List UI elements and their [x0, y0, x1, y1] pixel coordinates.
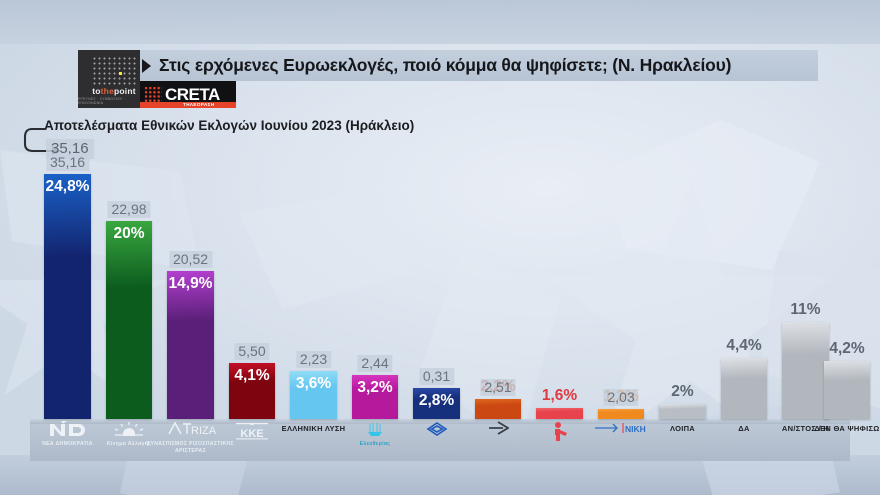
axis-label-δα: ΔΑ — [738, 424, 750, 433]
axis-label-ελληνικη-λυση: ΕΛΛΗΝΙΚΗ ΛΥΣΗ — [281, 424, 346, 433]
bar-value-label: 3,2% — [357, 379, 393, 396]
bar-value-label: 4,2% — [829, 340, 865, 357]
previous-result-label: 2,23 — [295, 351, 332, 368]
kke-logo: ΚΚΕ — [212, 421, 292, 446]
bar-group: 4,2% — [824, 340, 870, 419]
syriza-logo: RIZA — [151, 421, 231, 442]
bar-group: 4,4% — [721, 337, 767, 419]
pasok-logo — [89, 421, 169, 441]
bar[interactable]: 1,3% — [598, 388, 644, 419]
svg-text:RIZA: RIZA — [191, 425, 217, 437]
bar-value-label: 24,8% — [45, 178, 90, 195]
bar-value-label: 2,8% — [418, 392, 455, 409]
bar-group: 2,2%2,51 — [475, 378, 521, 419]
ttp-word-to: to — [92, 86, 101, 96]
previous-result-label: 0,31 — [418, 368, 455, 385]
previous-result-label: 2,44 — [357, 355, 393, 372]
bar[interactable]: 11% — [782, 301, 829, 419]
bar-value-label: 1,6% — [541, 387, 578, 404]
creta-dots-icon — [144, 85, 162, 104]
bar[interactable]: 4,1% — [229, 363, 275, 419]
svg-text:ΚΚΕ: ΚΚΕ — [240, 428, 263, 440]
bar-group: 1,3%2,03 — [598, 388, 644, 419]
party-logo-subtitle: ΝΕΑ ΔΗΜΟΚΡΑΤΙΑ — [42, 441, 93, 447]
bar[interactable]: 4,2% — [824, 340, 870, 419]
bar-group: 24,8% 35,16 — [44, 154, 91, 419]
bar-group: 3,6% 2,23 — [290, 351, 337, 419]
bar[interactable]: 24,8% — [44, 174, 91, 419]
previous-result-label: 2,03 — [603, 389, 639, 406]
dot-grid-icon — [92, 56, 136, 86]
bar[interactable]: 1,6% — [536, 387, 583, 419]
bar[interactable]: 3,2% — [352, 375, 398, 419]
previous-result-label: 20,52 — [168, 251, 213, 268]
previous-result-label: 2,51 — [480, 379, 516, 396]
axis-label-αν-στος-η: ΑΝ/ΣΤΟΣ / Η — [781, 424, 830, 433]
bar-group: 2,8% 0,31 — [413, 368, 460, 419]
bar[interactable]: 14,9% — [167, 271, 214, 419]
bar-value-label: 20% — [113, 225, 145, 242]
bar-value-label: 14,9% — [168, 275, 213, 292]
tothepoint-wordmark: tothepoint — [92, 86, 136, 96]
bar[interactable]: 20% — [106, 221, 152, 419]
plefsi-eleftherias-logo — [335, 421, 415, 444]
bar-group: 4,1% 5,50 — [229, 343, 275, 419]
bar-group: 2% — [659, 383, 706, 419]
bar-group: 20% 22,98 — [106, 201, 152, 419]
bar[interactable]: 2% — [659, 383, 706, 419]
creta-wordmark: CRETA — [165, 85, 220, 104]
bar[interactable]: 4,4% — [721, 337, 767, 419]
bar-value-label: 4,1% — [234, 367, 270, 384]
niki-logo: ΝΙΚΗ — [581, 421, 661, 440]
creta-subtitle: ΤΗΛΕΟΡΑΣΗ — [183, 101, 215, 107]
previous-result-label: 35,16 — [45, 154, 90, 171]
bar-value-label: 4,4% — [726, 337, 762, 354]
axis-label-λοιπα: ΛΟΙΠΑ — [669, 424, 696, 433]
title-bar: Στις ερχόμενες Ευρωεκλογές, ποιό κόμμα θ… — [140, 50, 818, 81]
svg-text:ΝΙΚΗ: ΝΙΚΗ — [625, 424, 646, 434]
bar-value-label: 2% — [671, 383, 694, 400]
mera25-logo — [458, 421, 538, 440]
bar-group: 1,6% — [536, 387, 583, 419]
previous-result-label: 5,50 — [234, 343, 270, 360]
bar[interactable]: 2,8% — [413, 388, 460, 419]
bar-value-label: 11% — [790, 301, 821, 318]
nd-logo — [28, 421, 108, 444]
ttp-word-the: the — [100, 86, 114, 96]
tothepoint-logo: tothepoint ΕΡΕΥΝΕΣ · ΣΥΜΒΟΥΛΟΙ · ΕΠΙΚΟΙΝ… — [78, 50, 150, 108]
kke-ml-logo — [520, 421, 600, 446]
creta-red-strip — [140, 102, 236, 108]
bar-group: 11% — [782, 301, 829, 419]
foni-logikis-logo — [397, 421, 477, 442]
party-logo-subtitle: Κίνημα Αλλαγής — [106, 441, 152, 447]
legend-previous-series: Αποτελέσματα Εθνικών Εκλογών Ιουνίου 202… — [44, 118, 415, 133]
previous-result-label: 22,98 — [107, 201, 151, 218]
bar-value-label: 3,6% — [295, 375, 332, 392]
page-title: Στις ερχόμενες Ευρωεκλογές, ποιό κόμμα θ… — [159, 55, 732, 75]
party-logo-subtitle: ΣΥΝΑΣΠΙΣΜΟΣ ΡΙΖΟΣΠΑΣΤΙΚΗΣ ΑΡΙΣΤΕΡΑΣ — [147, 441, 234, 454]
triangle-right-icon — [142, 58, 151, 73]
party-logo-subtitle: Ελευθερίας — [359, 441, 391, 447]
top-band — [0, 0, 880, 44]
ttp-word-point: point — [114, 86, 136, 96]
axis-label-δεν-θα-ψηφισω: ΔΕΝ ΘΑ ΨΗΦΙΣΩ — [814, 424, 880, 433]
bar[interactable]: 3,6% — [290, 371, 337, 419]
tothepoint-tagline: ΕΡΕΥΝΕΣ · ΣΥΜΒΟΥΛΟΙ · ΕΠΙΚΟΙΝΩΝΙΑ — [78, 97, 125, 105]
baseline — [30, 419, 850, 424]
bar[interactable]: 2,2% — [475, 378, 521, 419]
bar-group: 14,9% 20,52 — [167, 251, 214, 419]
bar-group: 3,2% 2,44 — [352, 355, 398, 419]
